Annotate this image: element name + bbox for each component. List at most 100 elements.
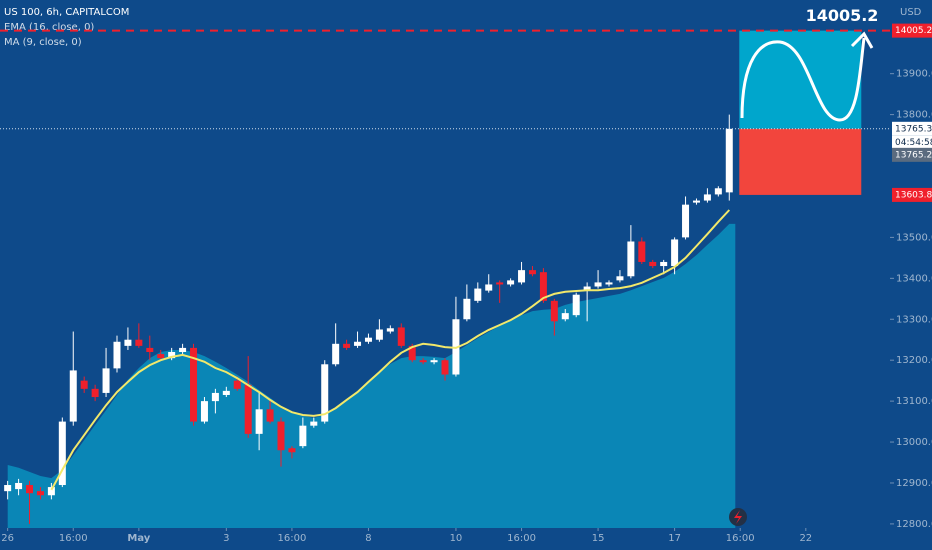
candle-body — [135, 339, 143, 346]
candle-body — [69, 370, 77, 422]
x-tick-label: 17 — [668, 533, 681, 544]
last-price-label-box — [892, 121, 932, 136]
candle-body — [15, 482, 23, 490]
candle-body — [550, 300, 558, 322]
candle-body — [321, 364, 329, 422]
x-tick-label: 16:00 — [59, 533, 88, 544]
candle-body — [168, 352, 176, 359]
y-tick-label: 13300.0 — [896, 314, 932, 325]
x-tick-label: 10 — [450, 533, 463, 544]
candle-body — [682, 204, 690, 238]
candle-body — [36, 491, 44, 496]
y-tick-label: 13000.0 — [896, 437, 932, 448]
countdown: 04:54:58 — [895, 138, 932, 148]
candle-body — [200, 401, 208, 422]
candle-body — [146, 347, 154, 352]
candle-body — [332, 343, 340, 365]
candle-body — [157, 354, 165, 359]
x-tick-label: 16:00 — [507, 533, 536, 544]
candle-body — [354, 341, 362, 346]
y-tick-label: 13200.0 — [896, 355, 932, 366]
candle-body — [605, 282, 613, 285]
candle-body — [277, 421, 285, 451]
target-label: 14005.2 — [895, 26, 932, 36]
chart-title: US 100, 6h, CAPITALCOM — [4, 7, 129, 18]
stop-label: 13603.8 — [895, 190, 932, 200]
x-tick-label: 22 — [799, 533, 812, 544]
candle-body — [594, 282, 602, 287]
y-tick-label: 12900.0 — [896, 478, 932, 489]
candle-body — [179, 347, 187, 352]
candle-body — [266, 409, 274, 422]
candle-body — [80, 380, 88, 389]
candle-body — [572, 294, 580, 316]
candle-body — [528, 270, 536, 275]
candle-body — [660, 261, 668, 267]
candle-body — [583, 286, 591, 291]
candle-body — [474, 288, 482, 301]
x-tick-label: May — [127, 533, 150, 544]
candle-body — [47, 487, 55, 496]
candle-body — [649, 261, 657, 267]
target-annotation: 14005.2 — [806, 6, 879, 25]
candle-body — [222, 390, 230, 395]
candle-body — [408, 345, 416, 361]
plot — [4, 30, 862, 528]
candle-body — [4, 485, 12, 492]
stop-zone — [739, 128, 862, 195]
candle-body — [124, 339, 132, 346]
candle-body — [397, 327, 405, 346]
bid-label-box — [892, 147, 932, 162]
x-tick-label: 15 — [592, 533, 605, 544]
candle-body — [299, 425, 307, 447]
candle-body — [91, 388, 99, 398]
candle-body — [211, 392, 219, 402]
y-tick-label: 13500.0 — [896, 232, 932, 243]
candle-body — [496, 282, 504, 285]
candle-body — [102, 368, 110, 393]
target-label-box — [892, 23, 932, 38]
y-tick-label: 13100.0 — [896, 396, 932, 407]
currency: USD — [900, 7, 922, 18]
candle-body — [518, 270, 526, 283]
candle-body — [616, 276, 624, 281]
candle-body — [58, 421, 66, 486]
projection-curve — [740, 37, 866, 122]
stop-label-box — [892, 187, 932, 202]
candle-body — [507, 280, 515, 285]
candle-body — [627, 241, 635, 277]
candle-body — [692, 200, 700, 203]
candle-body — [364, 337, 372, 342]
candle-body — [113, 341, 121, 369]
x-tick-label: 26 — [1, 533, 14, 544]
bid-label: 13765.2 — [895, 150, 932, 160]
ema-line — [50, 209, 731, 491]
candle-body — [255, 409, 263, 434]
candle-body — [638, 241, 646, 262]
ma-area — [7, 223, 736, 528]
candle-body — [419, 360, 427, 363]
candle-body — [310, 421, 318, 426]
candle-body — [244, 384, 252, 434]
x-tick-label: 8 — [365, 533, 371, 544]
candle-body — [430, 360, 438, 363]
candle-body — [441, 360, 449, 375]
candle-body — [714, 188, 722, 195]
y-tick-label: 13800.0 — [896, 110, 932, 121]
candle-body — [288, 448, 296, 453]
candle-body — [26, 485, 34, 494]
y-tick-label: 13900.0 — [896, 69, 932, 80]
legend-entry: MA (9, close, 0) — [4, 37, 82, 48]
candle-body — [386, 328, 394, 332]
target-zone — [739, 30, 862, 129]
candle-body — [703, 194, 711, 201]
projection-arrow — [850, 31, 874, 49]
x-tick-label: 16:00 — [726, 533, 755, 544]
y-tick-label: 12800.0 — [896, 519, 932, 530]
y-tick-label: 13400.0 — [896, 273, 932, 284]
candle-body — [725, 128, 733, 193]
candle-body — [343, 343, 351, 348]
event-icon-bolt — [734, 510, 742, 524]
